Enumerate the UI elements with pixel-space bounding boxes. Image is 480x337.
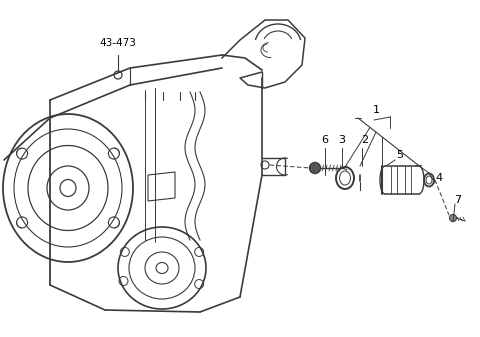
- Text: 7: 7: [455, 195, 462, 205]
- Text: 4: 4: [435, 173, 443, 183]
- Text: 1: 1: [372, 105, 380, 115]
- Circle shape: [449, 214, 456, 221]
- Text: 43-473: 43-473: [99, 38, 136, 48]
- Text: 3: 3: [338, 135, 346, 145]
- Circle shape: [310, 162, 321, 174]
- Text: 6: 6: [322, 135, 328, 145]
- Text: 2: 2: [361, 135, 369, 145]
- Text: 5: 5: [396, 150, 404, 160]
